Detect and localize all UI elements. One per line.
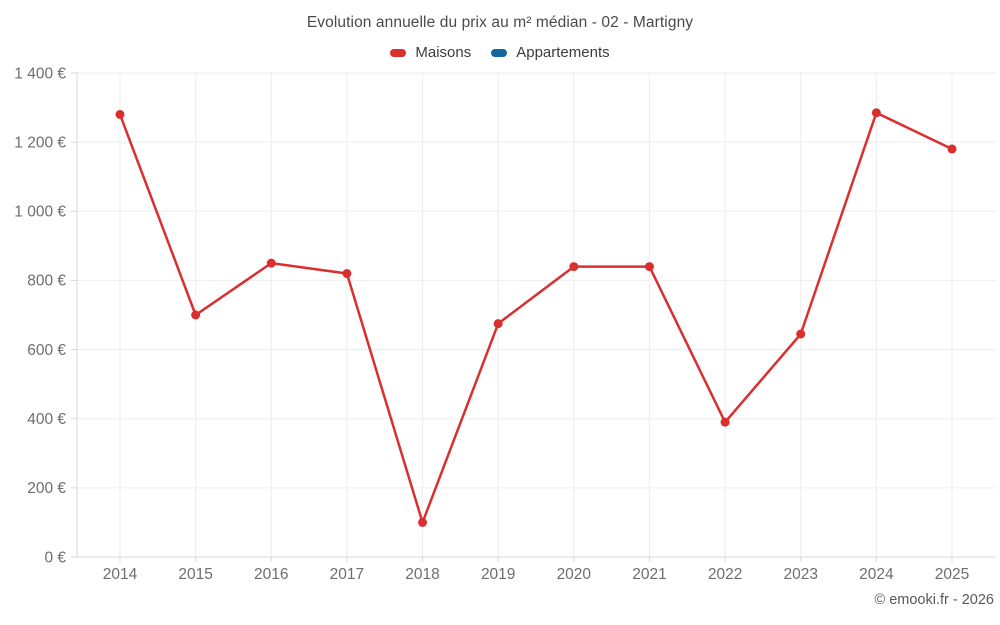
svg-text:2015: 2015 <box>178 566 212 583</box>
legend-item-maisons[interactable]: Maisons <box>390 44 471 61</box>
legend-label-appartements: Appartements <box>516 44 610 61</box>
svg-text:1 400 €: 1 400 € <box>14 65 66 82</box>
maisons-series-swatch-icon <box>390 48 407 57</box>
svg-text:2025: 2025 <box>935 566 969 583</box>
appartements-series-swatch-icon <box>491 48 508 57</box>
svg-text:2019: 2019 <box>481 566 515 583</box>
svg-text:200 €: 200 € <box>27 480 66 497</box>
svg-text:600 €: 600 € <box>27 342 66 359</box>
svg-text:2021: 2021 <box>632 566 666 583</box>
svg-text:400 €: 400 € <box>27 411 66 428</box>
footer-credit: © emooki.fr - 2026 <box>874 592 994 608</box>
svg-text:2022: 2022 <box>708 566 742 583</box>
svg-text:2023: 2023 <box>783 566 817 583</box>
chart-title: Evolution annuelle du prix au m² médian … <box>306 14 694 31</box>
svg-text:800 €: 800 € <box>27 273 66 290</box>
legend-label-maisons: Maisons <box>415 44 472 61</box>
svg-text:2018: 2018 <box>405 566 439 583</box>
svg-text:2017: 2017 <box>330 566 364 583</box>
legend-item-appartements[interactable]: Appartements <box>491 44 610 61</box>
svg-text:0 €: 0 € <box>44 549 66 566</box>
svg-text:2024: 2024 <box>859 566 894 583</box>
svg-text:1 000 €: 1 000 € <box>14 204 66 221</box>
svg-text:2014: 2014 <box>103 566 138 583</box>
chart-legend: Maisons Appartements <box>0 44 1000 61</box>
svg-text:2020: 2020 <box>557 566 592 583</box>
svg-text:2016: 2016 <box>254 566 288 583</box>
svg-text:1 200 €: 1 200 € <box>14 134 66 151</box>
